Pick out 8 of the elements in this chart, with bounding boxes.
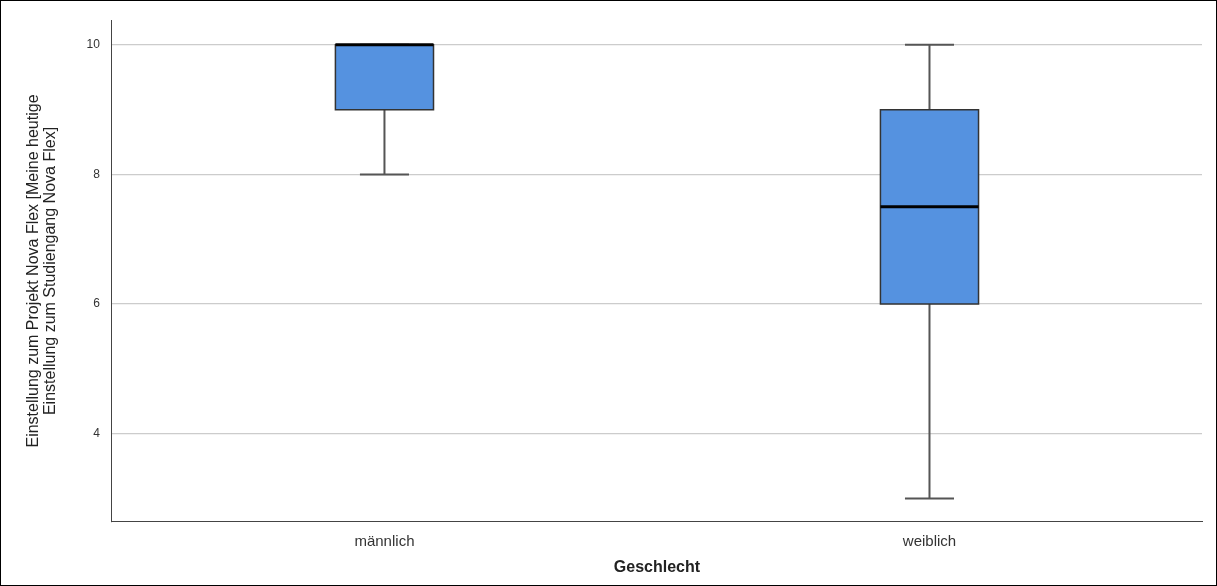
x-axis-title: Geschlecht — [613, 557, 701, 575]
y-tick-label: 4 — [93, 425, 101, 440]
x-tick-label: männlich — [354, 531, 415, 549]
y-axis-title: Einstellung zum Projekt Nova Flex [Meine heutige Einstellung zum Studiengang Nova Flex] — [23, 94, 58, 448]
x-tick-label: weiblich — [901, 531, 957, 549]
y-tick-label: 8 — [93, 166, 101, 181]
y-tick-label: 6 — [93, 296, 101, 311]
y-tick-label: 10 — [86, 37, 101, 52]
